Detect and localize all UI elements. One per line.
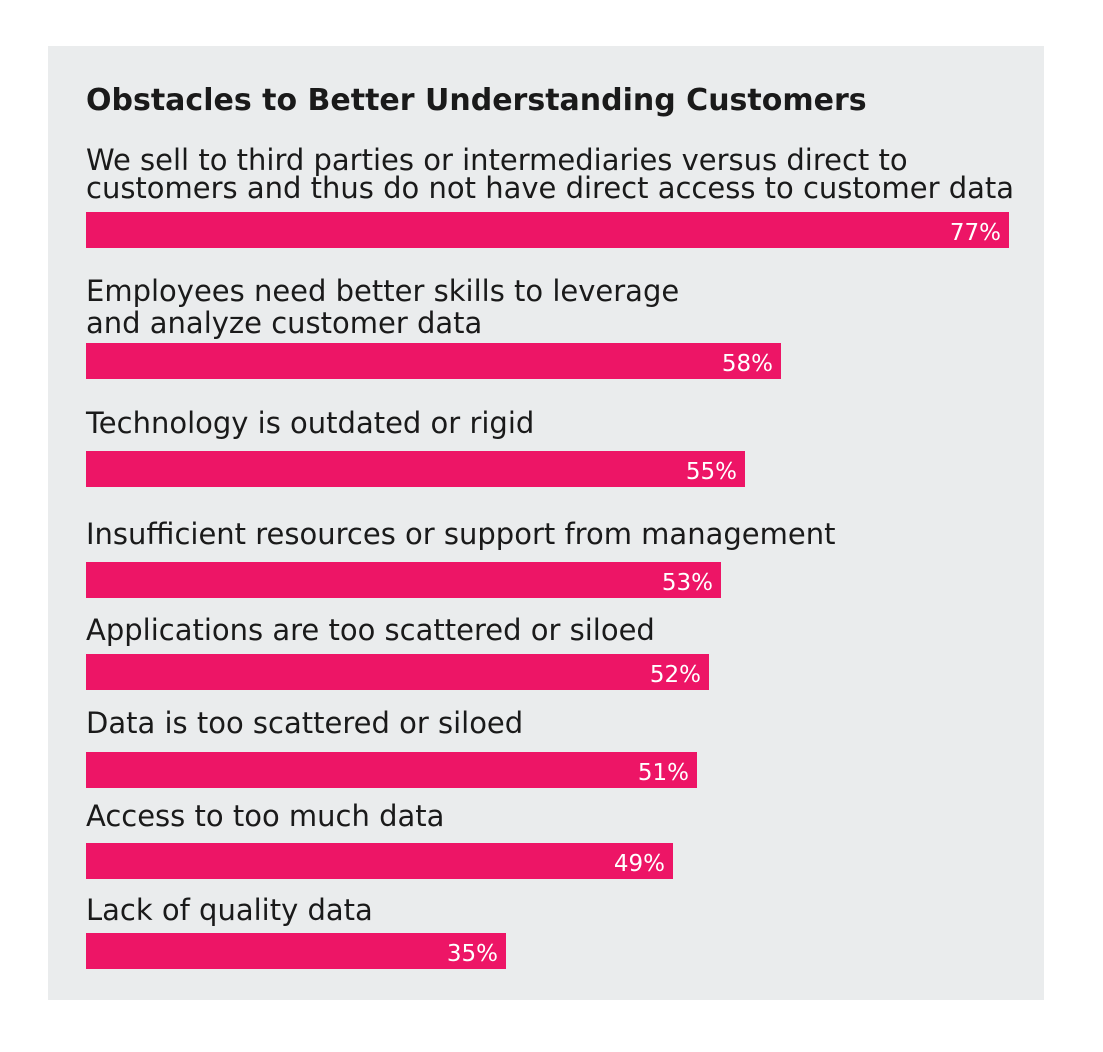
bars-group: We sell to third parties or intermediari… <box>85 143 1014 969</box>
bar <box>86 843 673 879</box>
value-label: 58% <box>722 351 773 377</box>
category-label: We sell to third parties or intermediari… <box>86 143 908 177</box>
category-label: Applications are too scattered or siloed <box>86 613 655 647</box>
value-label: 52% <box>650 662 701 688</box>
category-label: Employees need better skills to leverage <box>86 274 679 308</box>
bar <box>86 451 745 487</box>
category-label: Access to too much data <box>86 799 444 833</box>
bar <box>86 343 781 379</box>
value-label: 51% <box>638 760 689 786</box>
value-label: 55% <box>686 459 737 485</box>
bar <box>86 752 697 788</box>
value-label: 49% <box>614 851 665 877</box>
chart-panel <box>48 46 1044 1000</box>
value-label: 53% <box>662 570 713 596</box>
category-label: Insufficient resources or support from m… <box>86 517 835 551</box>
bar <box>86 933 506 969</box>
category-label: Technology is outdated or rigid <box>85 406 534 440</box>
value-label: 77% <box>950 220 1001 246</box>
bar <box>86 212 1009 248</box>
category-label: Data is too scattered or siloed <box>86 706 523 740</box>
category-label: Lack of quality data <box>86 893 373 927</box>
category-label: customers and thus do not have direct ac… <box>86 171 1014 205</box>
category-label: and analyze customer data <box>86 306 482 340</box>
bar <box>86 562 721 598</box>
value-label: 35% <box>447 941 498 967</box>
chart-title: Obstacles to Better Understanding Custom… <box>86 83 867 118</box>
bar <box>86 654 709 690</box>
